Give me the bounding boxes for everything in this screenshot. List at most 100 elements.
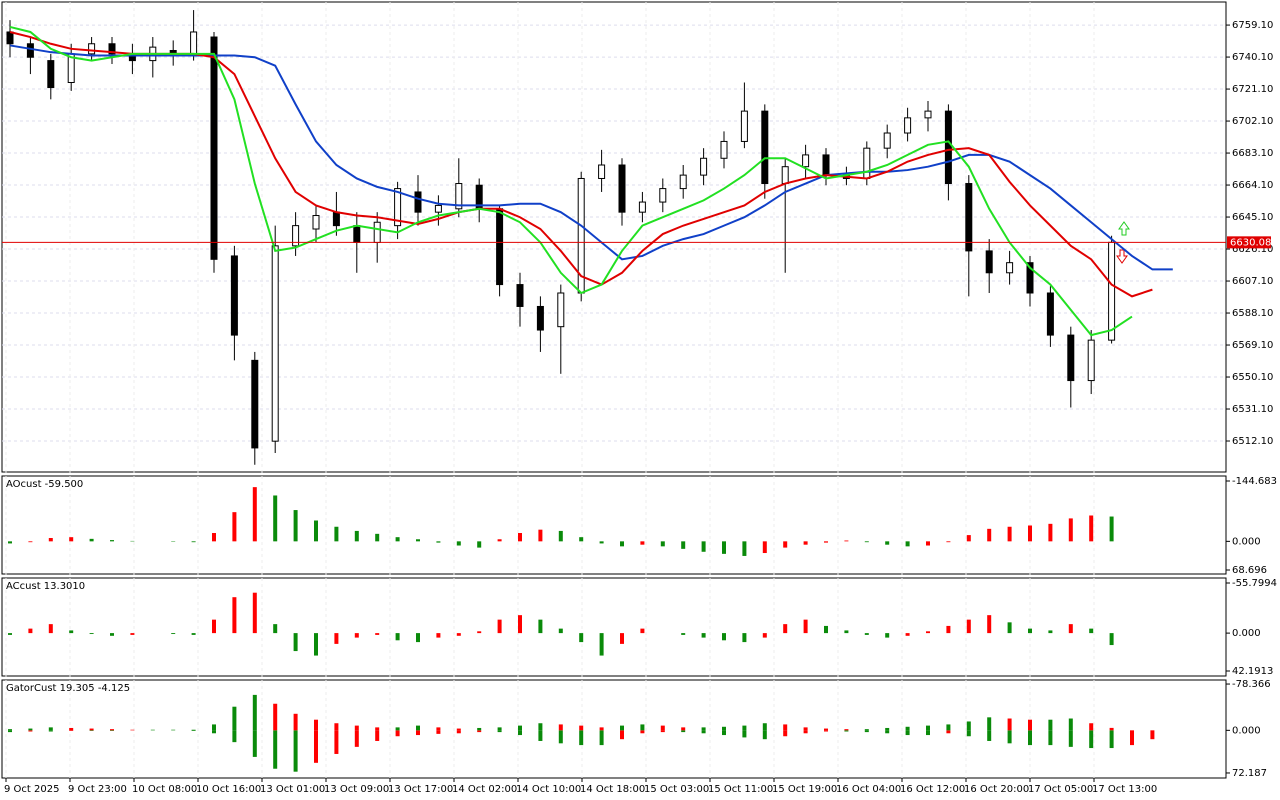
y-tick-label: 6702.10 bbox=[1232, 116, 1273, 127]
y-tick-label: 6512.10 bbox=[1232, 436, 1273, 447]
gator-bar bbox=[191, 730, 196, 731]
gator-bar bbox=[538, 723, 543, 731]
gator-bar bbox=[803, 727, 808, 731]
gator-bar bbox=[885, 727, 890, 731]
x-tick-label: 15 Oct 11:00 bbox=[708, 784, 773, 795]
gator-bar bbox=[48, 730, 53, 732]
gator-bar bbox=[824, 730, 828, 732]
histogram-bar bbox=[803, 541, 808, 545]
y-tick-label: 0.000 bbox=[1232, 536, 1261, 547]
y-tick-label: 6626.10 bbox=[1232, 244, 1273, 255]
candle-body bbox=[761, 110, 769, 185]
gator-bar bbox=[28, 730, 33, 732]
panel-title: GatorCust 19.305 -4.125 bbox=[6, 683, 130, 694]
histogram-bar bbox=[1109, 633, 1114, 646]
histogram-bar bbox=[681, 633, 686, 635]
gator-bar bbox=[783, 730, 788, 737]
gator-bar bbox=[1007, 730, 1012, 744]
histogram-bar bbox=[395, 537, 400, 542]
histogram-bar bbox=[885, 541, 890, 545]
gator-bar bbox=[456, 728, 461, 731]
histogram-bar bbox=[314, 633, 318, 656]
gator-bar bbox=[8, 730, 12, 733]
y-tick-label: 6607.10 bbox=[1232, 276, 1273, 287]
histogram-bar bbox=[69, 537, 74, 542]
gator-bar bbox=[1028, 730, 1032, 746]
y-tick-label: -78.366 bbox=[1232, 679, 1271, 690]
candle-body bbox=[496, 208, 504, 286]
gator-bar bbox=[783, 724, 788, 731]
gator-bar bbox=[864, 730, 869, 733]
gator-bar bbox=[620, 730, 624, 740]
histogram-bar bbox=[579, 537, 584, 542]
gator-bar bbox=[354, 725, 359, 731]
sell-arrow bbox=[1116, 249, 1128, 264]
histogram-bar bbox=[742, 633, 747, 643]
candle-body bbox=[863, 147, 871, 179]
x-tick-label: 13 Oct 17:00 bbox=[388, 784, 453, 795]
gator-bar bbox=[293, 730, 298, 772]
candle-body bbox=[394, 188, 402, 227]
gator-bar bbox=[824, 728, 828, 731]
gator-bar bbox=[1068, 730, 1073, 747]
gator-bar bbox=[416, 730, 420, 736]
gator-bar bbox=[701, 727, 706, 731]
moving-average bbox=[9, 31, 1153, 298]
x-tick-label: 17 Oct 05:00 bbox=[1028, 784, 1093, 795]
y-tick-label: 6588.10 bbox=[1232, 308, 1273, 319]
gator-bar bbox=[69, 730, 74, 731]
histogram-bar bbox=[334, 633, 339, 644]
histogram-bar bbox=[518, 533, 522, 542]
gator-bar bbox=[436, 730, 441, 734]
y-tick-label: 68.696 bbox=[1232, 565, 1267, 576]
histogram-bar bbox=[171, 633, 176, 635]
histogram-bar bbox=[987, 615, 992, 634]
gator-bar bbox=[518, 725, 522, 731]
gator-bar bbox=[926, 730, 930, 736]
histogram-bar bbox=[1007, 622, 1012, 634]
x-tick-label: 10 Oct 16:00 bbox=[196, 784, 261, 795]
histogram-bar bbox=[1007, 526, 1012, 542]
histogram-bar bbox=[416, 633, 420, 643]
gator-bar bbox=[599, 730, 604, 746]
y-tick-label: 6531.10 bbox=[1232, 404, 1273, 415]
gator-bar bbox=[395, 727, 400, 731]
gator-bar bbox=[1089, 730, 1094, 749]
x-tick-label: 14 Oct 02:00 bbox=[452, 784, 517, 795]
histogram-bar bbox=[558, 628, 563, 634]
histogram-bar bbox=[538, 619, 543, 634]
gator-bar bbox=[946, 730, 951, 734]
candle-body bbox=[1087, 339, 1095, 382]
candle-body bbox=[271, 245, 279, 442]
y-tick-label: 6550.10 bbox=[1232, 372, 1273, 383]
histogram-bar bbox=[926, 631, 930, 634]
gator-bar bbox=[48, 727, 53, 731]
y-tick-label: -144.683 bbox=[1232, 476, 1277, 487]
x-tick-label: 16 Oct 12:00 bbox=[900, 784, 965, 795]
histogram-bar bbox=[1068, 624, 1073, 634]
candle-body bbox=[924, 110, 932, 119]
histogram-bar bbox=[905, 541, 910, 547]
gator-bar bbox=[89, 730, 94, 731]
candle-body bbox=[292, 225, 300, 247]
histogram-bar bbox=[273, 624, 278, 634]
x-tick-label: 14 Oct 18:00 bbox=[580, 784, 645, 795]
histogram-bar bbox=[89, 538, 94, 542]
candle-body bbox=[26, 43, 34, 58]
gator-bar bbox=[314, 719, 318, 731]
histogram-bar bbox=[110, 633, 114, 636]
candle-body bbox=[944, 110, 952, 185]
candle-body bbox=[1067, 334, 1075, 382]
histogram-bar bbox=[926, 541, 930, 546]
histogram-bar bbox=[1089, 628, 1094, 634]
gator-bar bbox=[1007, 718, 1012, 731]
candle-body bbox=[353, 225, 361, 243]
gator-bar bbox=[171, 729, 176, 731]
x-tick-label: 15 Oct 03:00 bbox=[644, 784, 709, 795]
ac-panel bbox=[1, 577, 1227, 677]
gator-bar bbox=[640, 724, 645, 731]
y-tick-label: 0.000 bbox=[1232, 725, 1261, 736]
gator-bar bbox=[232, 730, 237, 743]
y-tick-label: -55.7994 bbox=[1232, 578, 1277, 589]
histogram-bar bbox=[620, 541, 624, 547]
